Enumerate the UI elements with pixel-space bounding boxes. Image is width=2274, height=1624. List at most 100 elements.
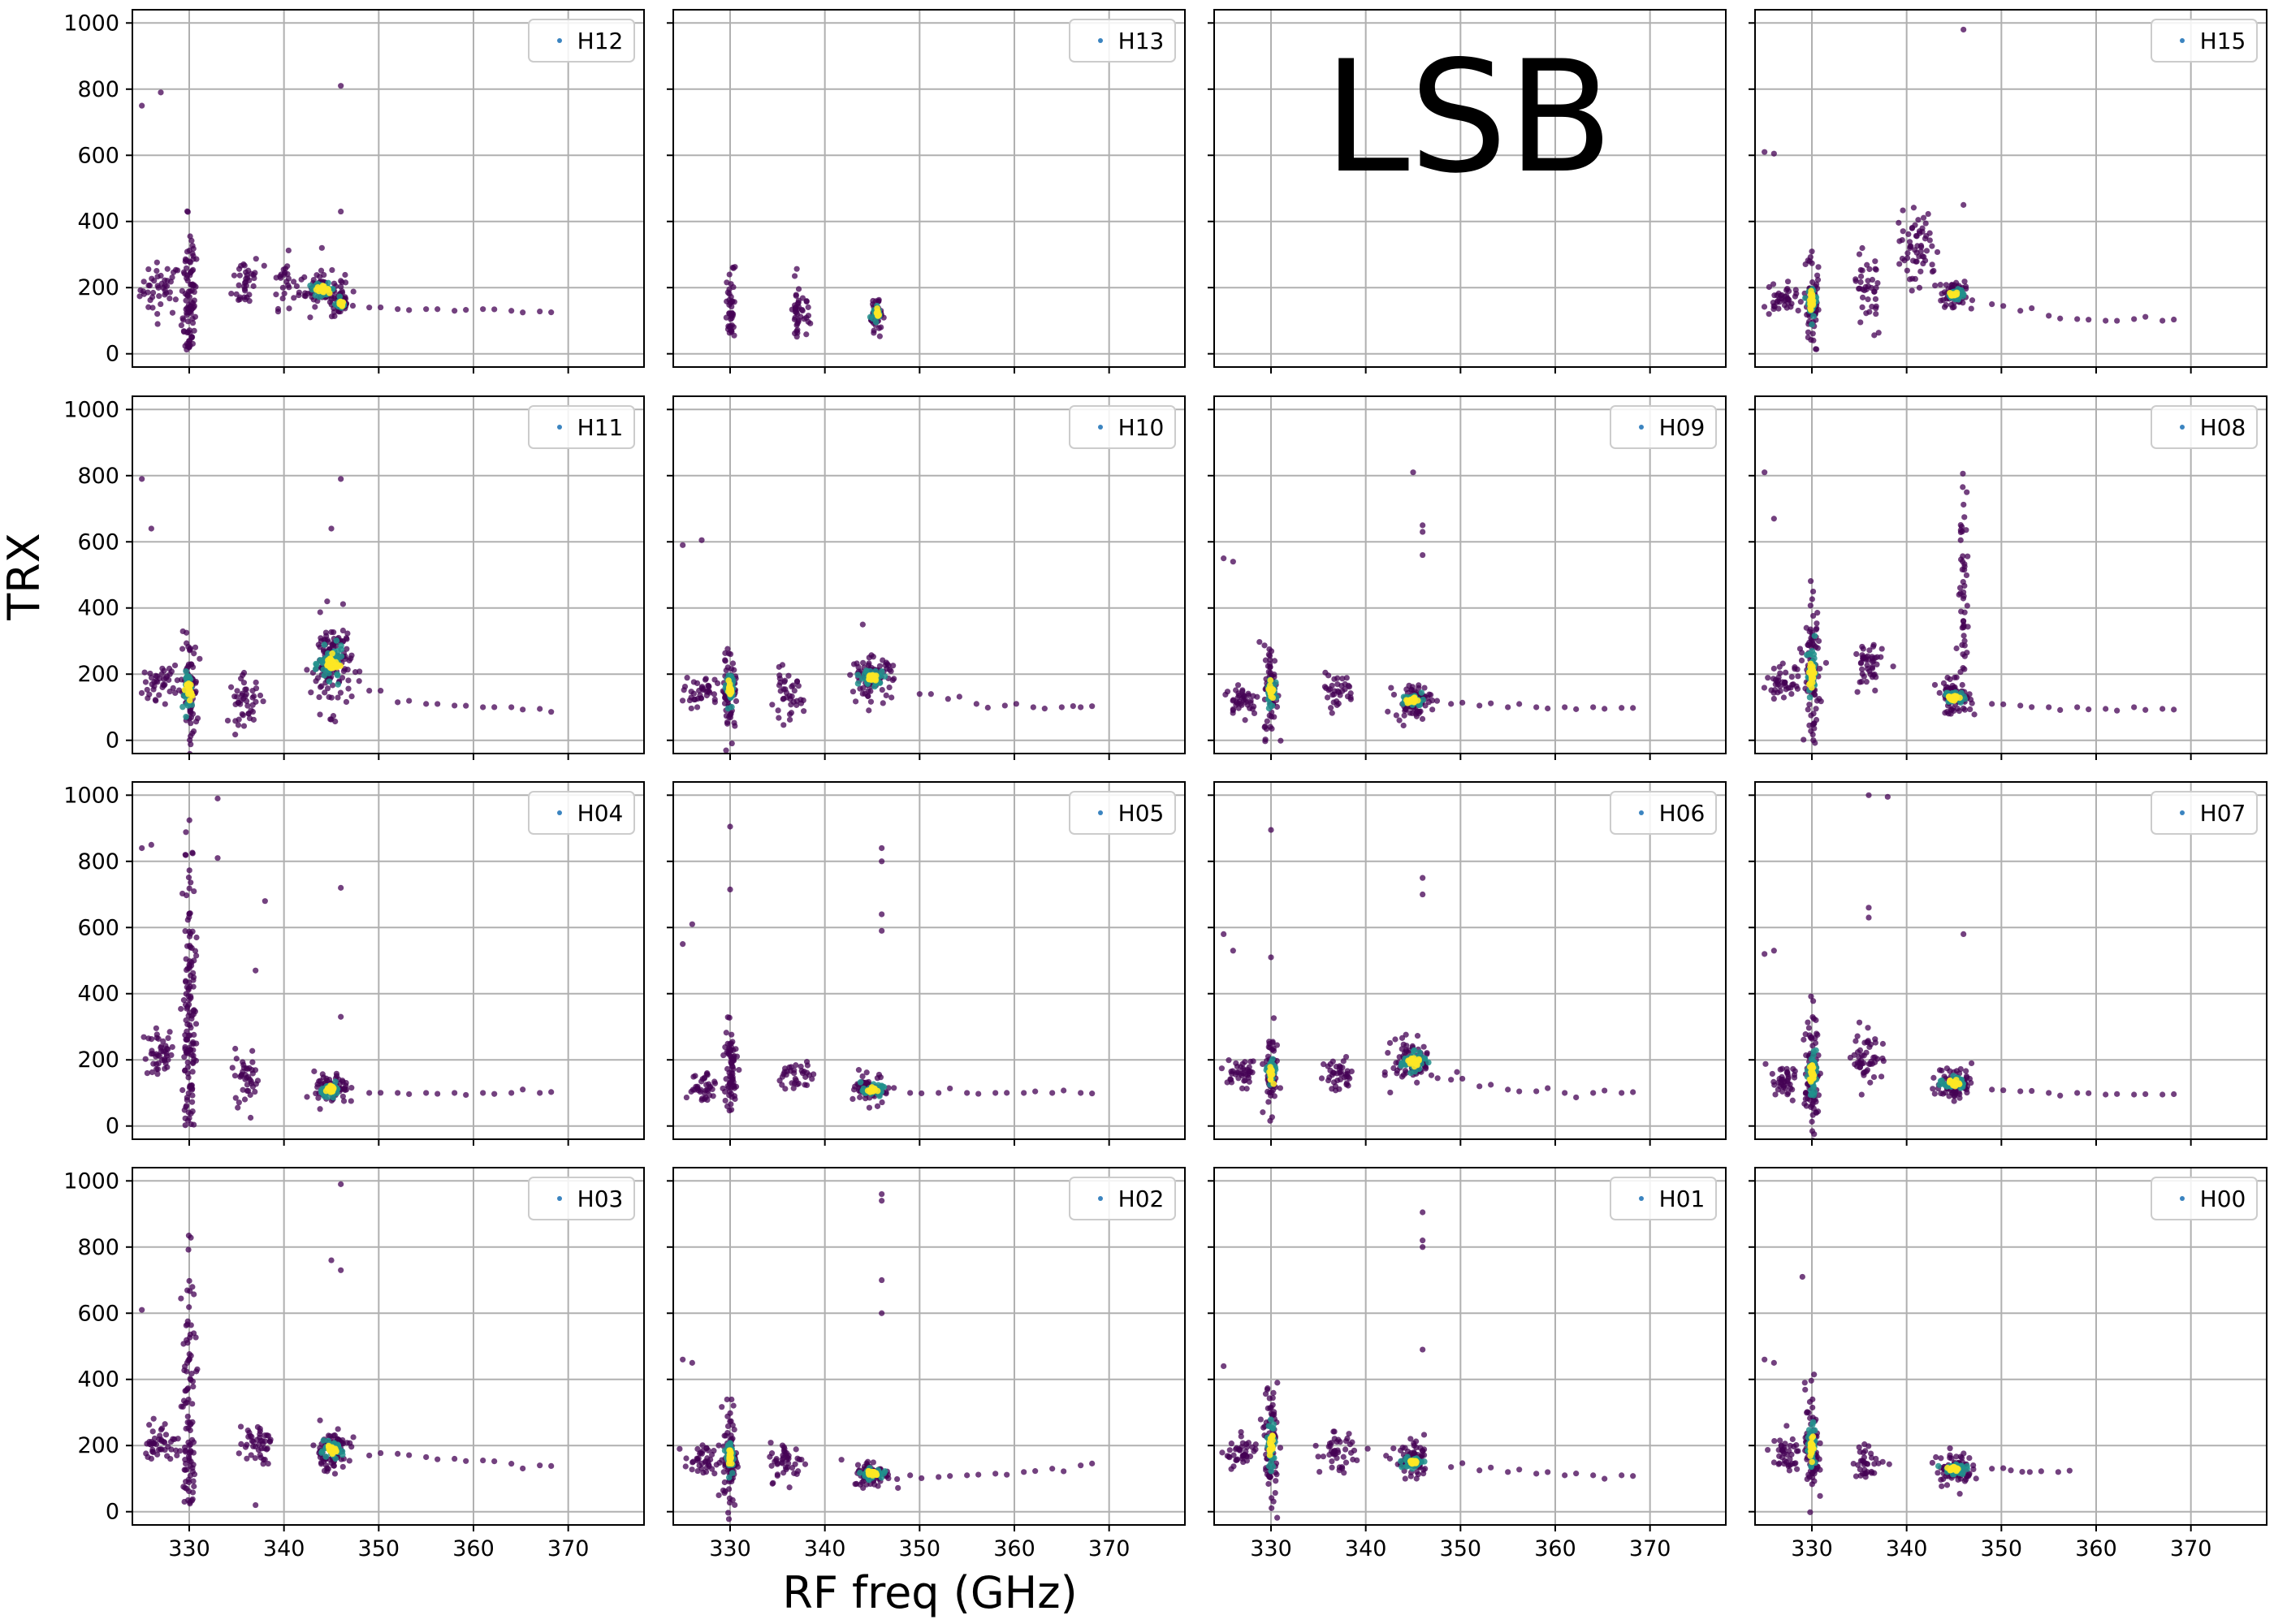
scatter-point	[1411, 1047, 1418, 1054]
scatter-point	[2017, 1088, 2024, 1095]
scatter-point	[252, 1443, 259, 1450]
scatter-point	[1239, 1085, 1246, 1092]
legend-marker	[557, 1196, 562, 1201]
scatter-point	[185, 643, 192, 650]
scatter-point	[1878, 1073, 1885, 1080]
scatter-point	[1813, 626, 1819, 633]
scatter-point	[170, 1436, 176, 1442]
scatter-point	[1049, 1090, 1056, 1096]
scatter-point	[1989, 1086, 1995, 1093]
scatter-point	[149, 289, 157, 296]
scatter-point	[311, 1068, 318, 1074]
scatter-point	[730, 324, 737, 330]
scatter-point	[236, 296, 242, 303]
scatter-point	[777, 688, 784, 694]
scatter-point	[1916, 253, 1922, 260]
scatter-point	[793, 1446, 799, 1453]
scatter-point	[1896, 219, 1902, 226]
scatter-point	[1400, 722, 1407, 729]
scatter-point	[793, 1081, 801, 1088]
scatter-point	[1785, 1075, 1792, 1082]
scatter-point	[423, 1453, 430, 1461]
scatter-point	[702, 676, 709, 683]
scatter-point	[805, 304, 811, 310]
scatter-point	[1262, 723, 1269, 730]
scatter-point	[774, 1472, 780, 1479]
scatter-point	[727, 684, 733, 691]
x-tick-label: 350	[358, 1536, 400, 1561]
scatter-point	[793, 292, 799, 298]
scatter-point	[1245, 1074, 1252, 1081]
plot-frame	[132, 781, 645, 1140]
scatter-point	[304, 1094, 310, 1100]
scatter-point	[731, 1426, 737, 1433]
scatter-point	[1965, 624, 1971, 630]
scatter-point	[240, 1059, 246, 1065]
y-tick-label: 1000	[63, 397, 119, 422]
scatter-point	[317, 644, 323, 650]
scatter-point	[333, 637, 340, 644]
legend-marker	[1639, 810, 1644, 815]
scatter-point	[246, 298, 253, 304]
scatter-point	[1783, 287, 1790, 294]
scatter-point	[491, 704, 498, 710]
scatter-point	[1388, 685, 1394, 691]
scatter-point	[1949, 304, 1956, 311]
scatter-point	[698, 684, 706, 690]
plot-frame	[1754, 781, 2268, 1140]
scatter-point	[318, 683, 325, 689]
scatter-point	[1960, 484, 1966, 490]
scatter-point	[312, 292, 319, 299]
scatter-point	[185, 1233, 192, 1239]
scatter-point	[257, 1454, 264, 1461]
scatter-point	[767, 1453, 773, 1460]
scatter-point	[252, 1455, 258, 1462]
scatter-point	[730, 1066, 737, 1073]
scatter-points	[680, 823, 1096, 1114]
scatter-point	[1961, 279, 1968, 285]
scatter-point	[1772, 1091, 1779, 1098]
legend-label: H10	[1118, 414, 1165, 441]
scatter-point	[1791, 1072, 1798, 1078]
scatter-point	[179, 1086, 186, 1094]
scatter-point	[138, 689, 145, 697]
scatter-point	[1946, 1093, 1952, 1099]
scatter-point	[247, 1432, 254, 1439]
scatter-point	[1784, 1091, 1791, 1098]
scatter-point	[1235, 1075, 1242, 1082]
scatter-point	[2171, 316, 2177, 323]
scatter-point	[190, 1011, 197, 1017]
scatter-point	[688, 705, 694, 712]
scatter-point	[1775, 305, 1782, 312]
legend: H13	[1069, 19, 1176, 63]
scatter-point	[237, 1423, 244, 1430]
scatter-point	[188, 269, 194, 275]
scatter-point	[321, 641, 328, 648]
scatter-point	[187, 689, 194, 697]
panel-h15: H15	[1749, 9, 2268, 374]
scatter-point	[329, 650, 335, 657]
legend: H09	[1610, 405, 1717, 449]
scatter-point	[158, 300, 164, 308]
scatter-point	[1078, 704, 1084, 710]
scatter-point	[2114, 707, 2121, 714]
scatter-point	[1871, 288, 1878, 295]
scatter-point	[1863, 310, 1870, 317]
scatter-point	[324, 685, 331, 692]
scatter-point	[1847, 1054, 1854, 1061]
scatter-point	[803, 298, 810, 304]
scatter-point	[1969, 297, 1976, 304]
scatter-point	[793, 1062, 799, 1069]
scatter-point	[850, 1095, 856, 1102]
scatter-point	[895, 1484, 901, 1492]
scatter-point	[1256, 638, 1263, 646]
scatter-point	[1420, 522, 1426, 529]
scatter-point	[1789, 681, 1796, 688]
scatter-point	[729, 1070, 736, 1077]
legend-box	[528, 405, 635, 449]
scatter-point	[2029, 1087, 2035, 1095]
scatter-point	[154, 1071, 161, 1078]
scatter-point	[1459, 699, 1466, 706]
scatter-point	[1792, 293, 1799, 300]
scatter-point	[725, 1516, 733, 1522]
